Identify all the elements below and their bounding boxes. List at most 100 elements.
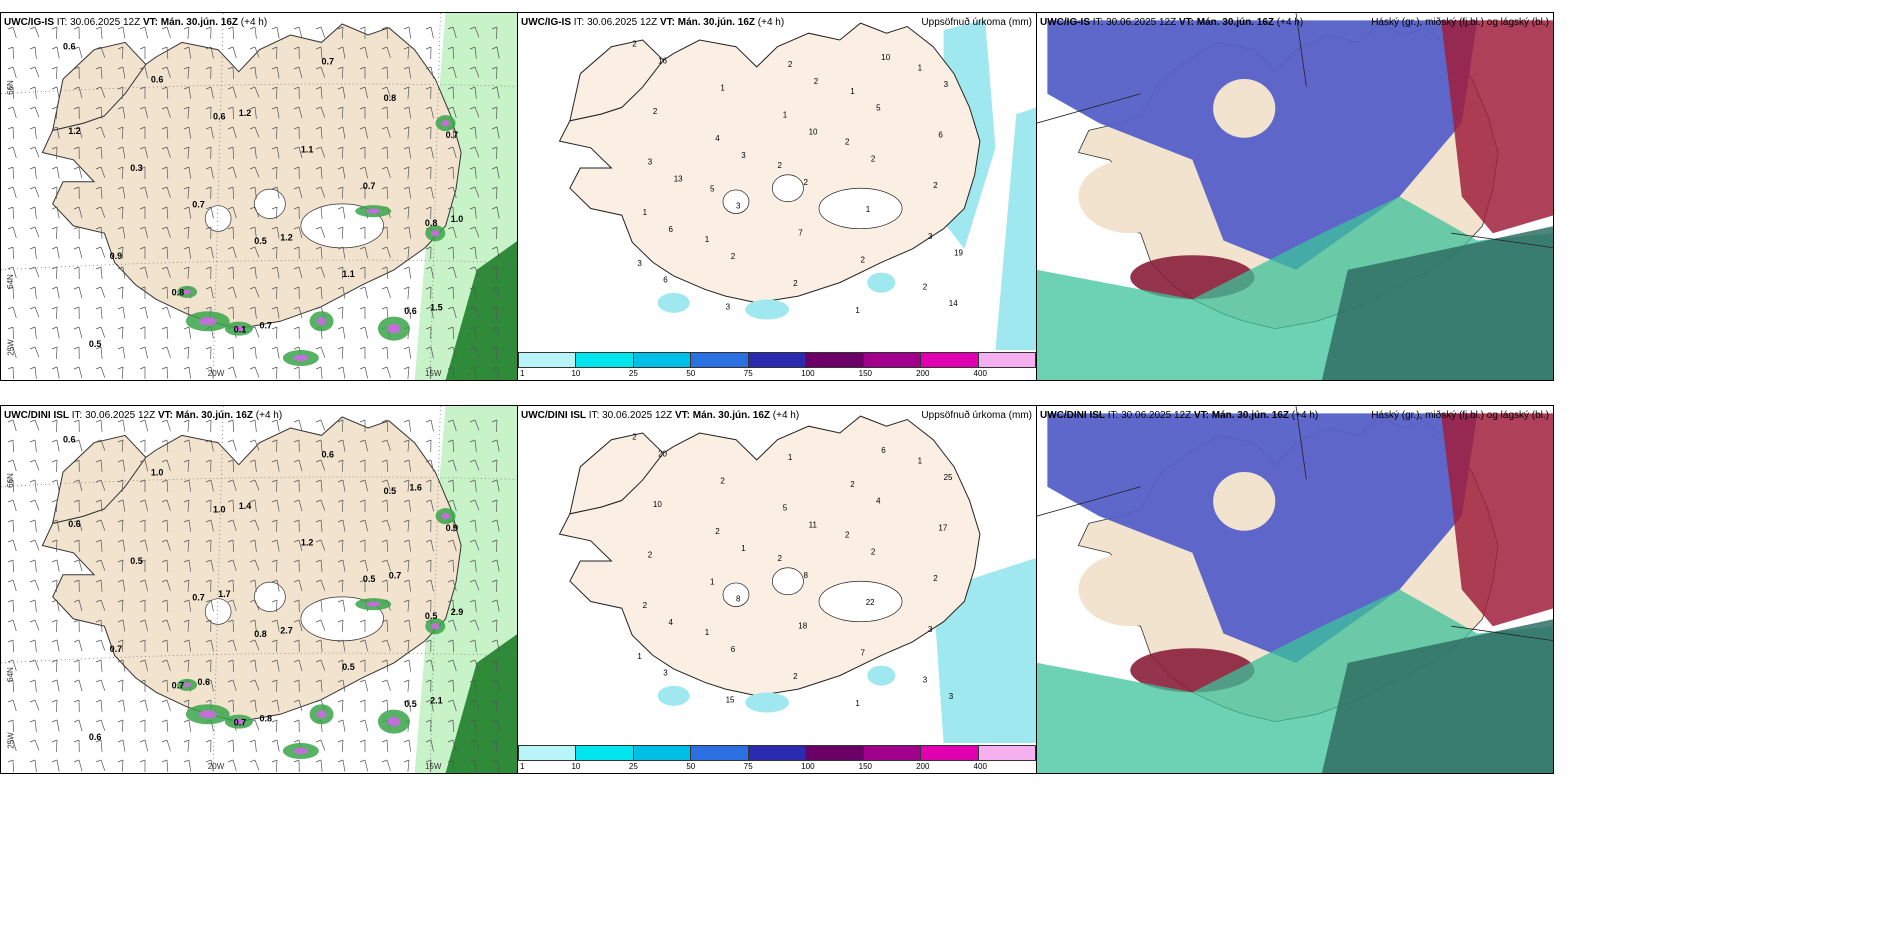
- wind-barb-tick: [161, 479, 168, 483]
- precip-value-label: 0.7: [172, 681, 185, 691]
- wind-barb: [166, 186, 171, 198]
- mid-cloud-area: [1441, 20, 1553, 234]
- wind-barb-tick: [161, 206, 168, 210]
- wind-barb: [407, 559, 410, 572]
- wind-barb: [56, 659, 58, 673]
- wind-barb: [122, 266, 126, 279]
- wind-barb-tick: [381, 266, 388, 270]
- wind-barb-tick: [95, 326, 102, 330]
- wind-barb-tick: [7, 659, 14, 663]
- wind-barb-tick: [491, 679, 498, 683]
- wind-barb-tick: [359, 186, 366, 190]
- wind-barb: [78, 86, 83, 99]
- wind-barb-tick: [51, 246, 58, 250]
- precip-core: [199, 317, 217, 326]
- accum-value-label: 10: [809, 127, 818, 136]
- wind-barb: [320, 66, 326, 78]
- wind-barb-tick: [249, 246, 256, 250]
- precip-core: [366, 208, 381, 214]
- wind-barb: [341, 739, 344, 752]
- wind-barb: [364, 479, 369, 492]
- wind-barb: [121, 759, 124, 772]
- wind-barb: [232, 346, 234, 360]
- wind-barb: [166, 619, 171, 631]
- wind-barb: [320, 579, 326, 591]
- colorbar-segment: [862, 745, 922, 761]
- init-time: 30.06.2025 12Z: [1106, 17, 1177, 28]
- wind-barb: [276, 419, 280, 432]
- wind-barb: [100, 579, 103, 592]
- accum-precip-map[interactable]: 2211231521114323212221367162232653141061…: [518, 13, 1037, 350]
- wind-barb-tick: [117, 499, 124, 503]
- wind-barb: [276, 519, 278, 533]
- cloud-cover-map[interactable]: [1037, 406, 1554, 773]
- wind-barb-tick: [139, 226, 146, 230]
- wind-barb: [100, 599, 106, 611]
- wind-barb-tick: [403, 306, 410, 310]
- wind-barb: [34, 699, 40, 711]
- wind-barb: [320, 186, 326, 198]
- colorbar-segment: [690, 745, 749, 761]
- wind-barb-tick: [183, 126, 190, 130]
- wind-barb: [232, 306, 234, 320]
- accum-value-label: 1: [705, 235, 710, 244]
- wind-barb-tick: [381, 739, 388, 743]
- cloud-cover-map[interactable]: [1037, 13, 1554, 380]
- accum-value-label: 13: [674, 175, 683, 184]
- wind-barb: [452, 226, 457, 239]
- wind-barb-tick: [293, 286, 300, 290]
- wind-barb: [210, 46, 214, 59]
- wind-barb-tick: [491, 326, 498, 330]
- wind-barb: [188, 439, 192, 452]
- wind-barb: [100, 679, 106, 691]
- precip-value-label: 0.8: [254, 629, 267, 639]
- wind-barb-tick: [139, 246, 146, 250]
- wind-barb-tick: [337, 106, 344, 110]
- wind-barb-tick: [271, 439, 278, 443]
- wind-barb: [166, 46, 169, 59]
- wind-barb-tick: [95, 246, 102, 250]
- wind-barb-tick: [249, 46, 256, 50]
- accum-value-label: 4: [715, 134, 720, 143]
- accum-precip-map[interactable]: 2211212135212312722210221517182026258348…: [518, 406, 1037, 743]
- wind-barb: [254, 86, 260, 98]
- wind-barb: [166, 306, 171, 318]
- wind-barb: [187, 106, 190, 119]
- wind-barb-tick: [161, 326, 168, 330]
- wind-barb: [386, 26, 389, 39]
- wind-barb-tick: [425, 559, 432, 563]
- wind-precip-map[interactable]: 0.60.50.70.10.80.60.60.70.80.80.70.61.10…: [1, 13, 518, 380]
- wind-barb-tick: [161, 246, 168, 250]
- wind-barb-tick: [51, 479, 58, 483]
- accum-value-label: 3: [648, 158, 653, 167]
- wind-barb-tick: [403, 346, 410, 350]
- wind-barb: [100, 499, 103, 512]
- wind-barb: [496, 459, 498, 473]
- clear-area: [1078, 159, 1183, 234]
- wind-barb: [407, 286, 410, 299]
- precip-core: [441, 512, 450, 520]
- wind-barb-tick: [425, 266, 432, 270]
- wind-barb-tick: [205, 106, 212, 110]
- wind-precip-map[interactable]: 0.60.80.90.70.51.00.50.70.50.70.51.00.50…: [1, 406, 518, 773]
- wind-barb-tick: [403, 499, 410, 503]
- wind-barb-tick: [7, 759, 14, 763]
- wind-barb-tick: [359, 439, 366, 443]
- wind-barb: [430, 266, 434, 279]
- wind-barb-tick: [315, 479, 322, 483]
- precip-core: [183, 289, 192, 295]
- wind-barb: [496, 479, 500, 492]
- wind-barb-tick: [29, 326, 36, 330]
- wind-barb: [188, 326, 192, 339]
- wind-barb: [210, 246, 214, 259]
- precip-core: [431, 230, 440, 237]
- wind-barb: [276, 166, 278, 180]
- wind-barb-tick: [425, 439, 432, 443]
- wind-barb: [254, 306, 257, 319]
- wind-barb: [364, 719, 369, 732]
- wind-barb: [342, 366, 346, 379]
- wind-barb-tick: [139, 326, 146, 330]
- wind-barb-tick: [139, 719, 146, 723]
- wind-barb: [100, 146, 103, 159]
- wind-barb-tick: [403, 366, 410, 370]
